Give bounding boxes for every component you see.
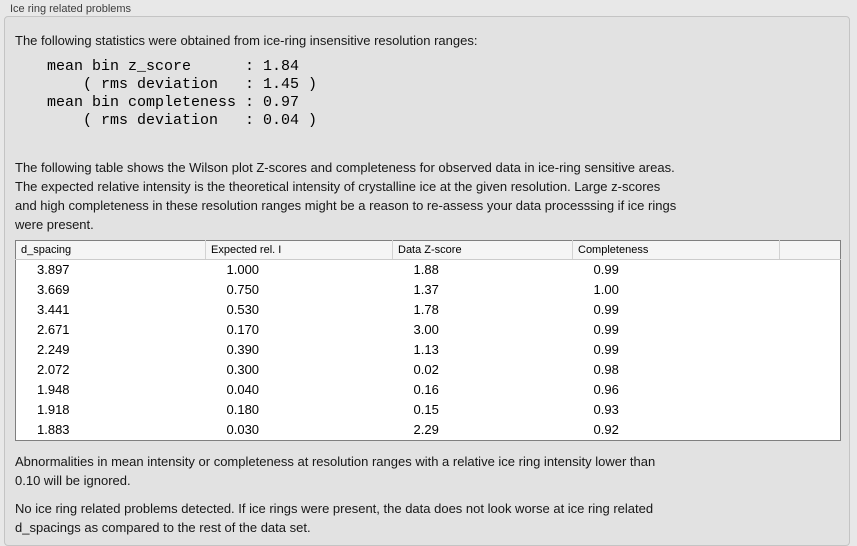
table-cell: 0.96 [593, 382, 619, 397]
table-cell: 0.300 [226, 362, 260, 377]
table-cell: 1.13 [413, 342, 439, 357]
table-row[interactable]: 2.249 0.390 1.13 0.99 [16, 340, 841, 360]
ice-ring-group-box: The following statistics were obtained f… [4, 16, 850, 546]
table-cell-filler [780, 340, 841, 360]
column-header-d-spacing[interactable]: d_spacing [15, 240, 206, 260]
table-cell: 0.180 [226, 402, 260, 417]
description-text: The following table shows the Wilson plo… [15, 160, 677, 232]
table-cell: 0.99 [593, 302, 619, 317]
table-row[interactable]: 1.948 0.040 0.16 0.96 [16, 380, 841, 400]
ice-ring-table: d_spacing Expected rel. I Data Z-score C… [15, 240, 841, 441]
table-cell: 0.99 [593, 262, 619, 277]
intro-text: The following statistics were obtained f… [15, 33, 478, 48]
table-cell: 1.00 [593, 282, 619, 297]
conclusion-text: No ice ring related problems detected. I… [15, 501, 654, 535]
table-row[interactable]: 3.669 0.750 1.37 1.00 [16, 280, 841, 300]
table-cell-filler [780, 400, 841, 420]
note-text: Abnormalities in mean intensity or compl… [15, 454, 656, 488]
table-row[interactable]: 1.883 0.030 2.29 0.92 [16, 420, 841, 441]
table-cell: 1.78 [413, 302, 439, 317]
table-cell: 0.99 [593, 322, 619, 337]
table-cell: 0.92 [593, 422, 619, 437]
column-header-completeness[interactable]: Completeness [572, 240, 780, 260]
table-cell: 2.249 [37, 342, 70, 357]
column-header-data-z-score[interactable]: Data Z-score [392, 240, 573, 260]
table-header: d_spacing Expected rel. I Data Z-score C… [15, 240, 841, 260]
table-cell: 3.00 [413, 322, 439, 337]
table-cell: 0.99 [593, 342, 619, 357]
table-cell-filler [780, 380, 841, 400]
table-cell-filler [780, 260, 841, 281]
table-cell: 0.170 [226, 322, 260, 337]
table-cell: 2.29 [413, 422, 439, 437]
table-cell: 0.93 [593, 402, 619, 417]
table-cell: 1.88 [413, 262, 439, 277]
table-cell: 0.750 [226, 282, 260, 297]
table-cell: 0.16 [413, 382, 439, 397]
table-cell: 3.669 [37, 282, 70, 297]
table-cell: 1.918 [37, 402, 70, 417]
table-cell: 2.072 [37, 362, 70, 377]
table-row[interactable]: 2.671 0.170 3.00 0.99 [16, 320, 841, 340]
table-cell-filler [780, 300, 841, 320]
table-row[interactable]: 3.897 1.000 1.88 0.99 [16, 260, 841, 281]
table-cell: 1.37 [413, 282, 439, 297]
table-cell: 3.441 [37, 302, 70, 317]
table-row[interactable]: 2.072 0.300 0.02 0.98 [16, 360, 841, 380]
table-cell: 0.15 [413, 402, 439, 417]
table-cell: 2.671 [37, 322, 70, 337]
group-box-title: Ice ring related problems [10, 3, 132, 15]
column-header-expected-rel-i[interactable]: Expected rel. I [205, 240, 393, 260]
table-cell: 0.02 [413, 362, 439, 377]
table-cell: 0.040 [226, 382, 260, 397]
table-cell: 1.000 [226, 262, 260, 277]
table-cell-filler [780, 360, 841, 380]
table-row[interactable]: 3.441 0.530 1.78 0.99 [16, 300, 841, 320]
table-cell: 0.98 [593, 362, 619, 377]
table-cell: 3.897 [37, 262, 70, 277]
table-cell: 0.030 [226, 422, 260, 437]
table-cell: 1.883 [37, 422, 70, 437]
column-header-filler [779, 240, 841, 260]
table-cell: 0.530 [226, 302, 260, 317]
table-cell: 1.948 [37, 382, 70, 397]
table-cell: 0.390 [226, 342, 260, 357]
stats-block: mean bin z_score : 1.84 ( rms deviation … [47, 58, 318, 129]
table-cell-filler [780, 320, 841, 340]
table-row[interactable]: 1.918 0.180 0.15 0.93 [16, 400, 841, 420]
table-cell-filler [780, 280, 841, 300]
table-cell-filler [780, 420, 841, 441]
table-body: 3.897 1.000 1.88 0.99 3.669 0.750 1.37 1.00 3.44… [16, 260, 841, 441]
